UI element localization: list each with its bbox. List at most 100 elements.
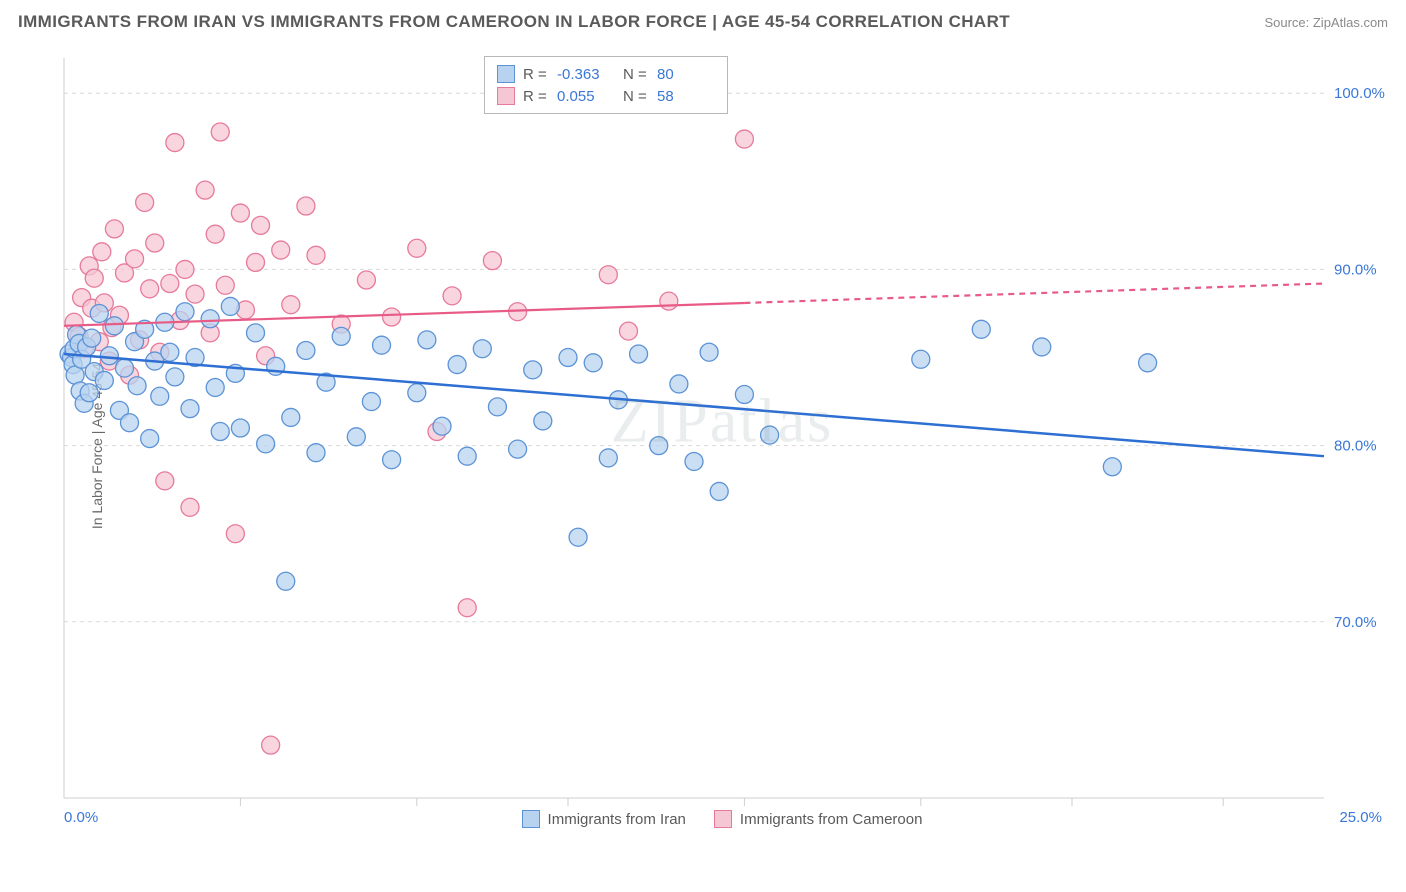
point (100, 347, 118, 365)
legend-item: Immigrants from Cameroon (714, 810, 923, 828)
point (347, 428, 365, 446)
swatch-cameroon (497, 87, 515, 105)
point (362, 393, 380, 411)
point (972, 320, 990, 338)
point (186, 285, 204, 303)
svg-text:80.0%: 80.0% (1334, 438, 1377, 455)
point (650, 437, 668, 455)
point (282, 408, 300, 426)
point (126, 250, 144, 268)
point (161, 275, 179, 293)
point (307, 246, 325, 264)
point (136, 193, 154, 211)
point (166, 368, 184, 386)
point (105, 220, 123, 238)
stat-r-cameroon: 0.055 (557, 88, 615, 105)
point (176, 260, 194, 278)
point (226, 525, 244, 543)
point (247, 253, 265, 271)
point (307, 444, 325, 462)
point (156, 472, 174, 490)
stat-label-n: N = (623, 66, 649, 83)
point (735, 130, 753, 148)
point (80, 384, 98, 402)
point (95, 371, 113, 389)
point (83, 329, 101, 347)
stat-n-iran: 80 (657, 66, 715, 83)
point (473, 340, 491, 358)
point (216, 276, 234, 294)
point (252, 216, 270, 234)
point (448, 356, 466, 374)
point (458, 599, 476, 617)
swatch-iran (497, 65, 515, 83)
stat-label-r: R = (523, 66, 549, 83)
point (257, 435, 275, 453)
point (105, 317, 123, 335)
point (161, 343, 179, 361)
legend-label: Immigrants from Cameroon (740, 811, 923, 828)
point (297, 197, 315, 215)
point (282, 296, 300, 314)
point (599, 449, 617, 467)
point (488, 398, 506, 416)
point (196, 181, 214, 199)
point (670, 375, 688, 393)
point (443, 287, 461, 305)
point (211, 123, 229, 141)
point (383, 308, 401, 326)
point (277, 572, 295, 590)
point (599, 266, 617, 284)
point (357, 271, 375, 289)
point (761, 426, 779, 444)
stats-legend: R = -0.363 N = 80 R = 0.055 N = 58 (484, 56, 728, 114)
stat-label-r: R = (523, 88, 549, 105)
svg-text:100.0%: 100.0% (1334, 85, 1385, 102)
point (630, 345, 648, 363)
point (272, 241, 290, 259)
point (231, 204, 249, 222)
point (735, 386, 753, 404)
point (90, 304, 108, 322)
legend-swatch (714, 810, 732, 828)
point (383, 451, 401, 469)
point (85, 269, 103, 287)
point (262, 736, 280, 754)
point (408, 384, 426, 402)
point (685, 452, 703, 470)
point (1103, 458, 1121, 476)
source-label: Source: ZipAtlas.com (1264, 15, 1388, 30)
point (141, 430, 159, 448)
point (93, 243, 111, 261)
point (1033, 338, 1051, 356)
point (559, 349, 577, 367)
chart-area: 70.0%80.0%90.0%100.0%0.0%25.0% ZIPatlas … (54, 48, 1390, 828)
stat-label-n: N = (623, 88, 649, 105)
bottom-legend: Immigrants from Iran Immigrants from Came… (54, 810, 1390, 828)
point (128, 377, 146, 395)
point (206, 378, 224, 396)
point (1139, 354, 1157, 372)
stats-row-cameroon: R = 0.055 N = 58 (497, 85, 715, 107)
point (332, 327, 350, 345)
point (408, 239, 426, 257)
point (211, 423, 229, 441)
point (433, 417, 451, 435)
point (297, 341, 315, 359)
point (534, 412, 552, 430)
point (700, 343, 718, 361)
point (176, 303, 194, 321)
point (247, 324, 265, 342)
point (660, 292, 678, 310)
point (509, 440, 527, 458)
header: IMMIGRANTS FROM IRAN VS IMMIGRANTS FROM … (0, 0, 1406, 38)
point (373, 336, 391, 354)
point (569, 528, 587, 546)
point (912, 350, 930, 368)
stat-r-iran: -0.363 (557, 66, 615, 83)
svg-text:70.0%: 70.0% (1334, 614, 1377, 631)
stat-n-cameroon: 58 (657, 88, 715, 105)
point (206, 225, 224, 243)
legend-item: Immigrants from Iran (522, 810, 686, 828)
point (166, 134, 184, 152)
